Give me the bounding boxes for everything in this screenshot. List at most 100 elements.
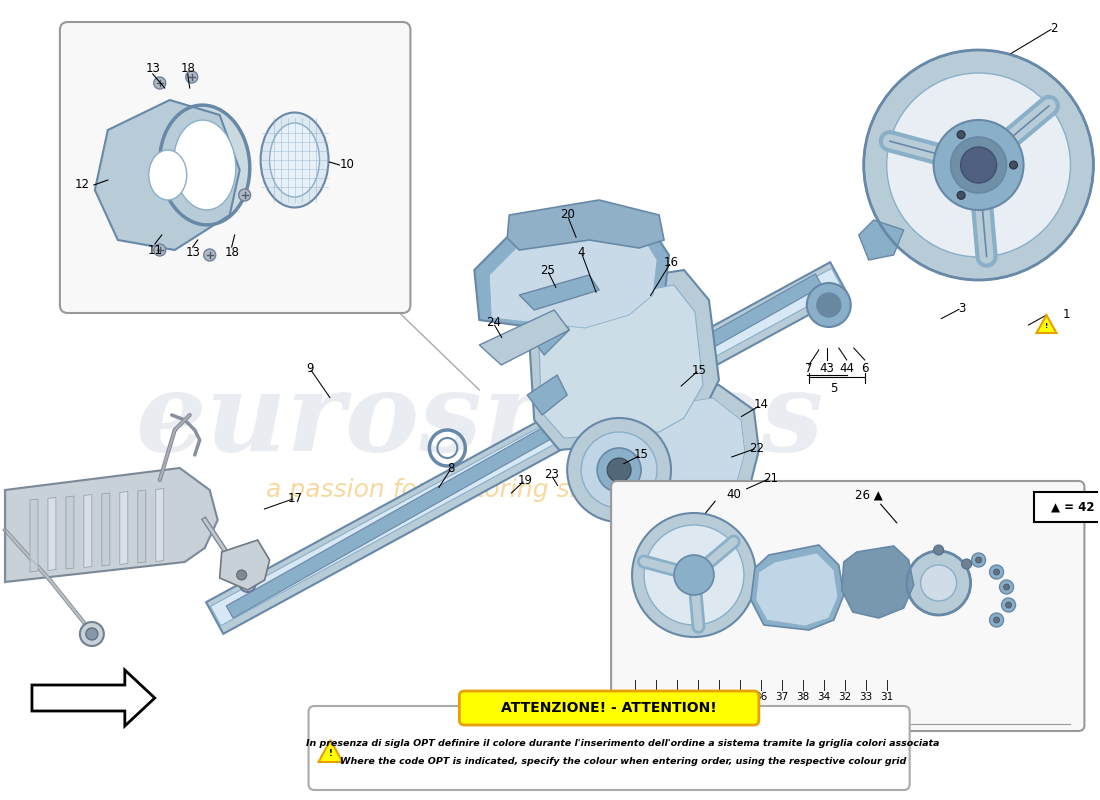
Text: 18: 18 xyxy=(180,62,195,74)
Circle shape xyxy=(154,244,166,256)
Polygon shape xyxy=(859,220,904,260)
Text: 35: 35 xyxy=(734,692,747,702)
Ellipse shape xyxy=(261,113,329,207)
Text: 29: 29 xyxy=(670,692,683,702)
Polygon shape xyxy=(474,215,669,335)
Polygon shape xyxy=(539,285,703,438)
Text: eurospares: eurospares xyxy=(135,366,824,474)
Polygon shape xyxy=(529,270,719,450)
Circle shape xyxy=(632,513,756,637)
Text: 16: 16 xyxy=(663,255,679,269)
Text: ATTENZIONE! - ATTENTION!: ATTENZIONE! - ATTENTION! xyxy=(502,701,717,715)
Polygon shape xyxy=(527,375,568,415)
Circle shape xyxy=(976,557,981,563)
Circle shape xyxy=(645,525,744,625)
Circle shape xyxy=(1003,584,1010,590)
Polygon shape xyxy=(48,498,56,570)
Text: 10: 10 xyxy=(340,158,355,171)
Polygon shape xyxy=(138,490,146,563)
Text: 43: 43 xyxy=(820,362,834,374)
Circle shape xyxy=(154,77,166,89)
Circle shape xyxy=(971,553,986,567)
Polygon shape xyxy=(6,468,218,582)
Polygon shape xyxy=(751,545,844,630)
Text: Where the code OPT is indicated, specify the colour when entering order, using t: Where the code OPT is indicated, specify… xyxy=(340,758,906,766)
Text: 44: 44 xyxy=(839,362,855,374)
Polygon shape xyxy=(319,740,342,762)
Ellipse shape xyxy=(148,150,187,200)
Text: 26 ▲: 26 ▲ xyxy=(855,489,882,502)
Polygon shape xyxy=(1036,315,1056,333)
Text: 41: 41 xyxy=(628,692,641,702)
Circle shape xyxy=(950,137,1006,193)
Circle shape xyxy=(204,249,216,261)
Text: 3: 3 xyxy=(958,302,966,314)
Text: 21: 21 xyxy=(763,471,779,485)
Circle shape xyxy=(80,622,103,646)
Text: 11: 11 xyxy=(147,243,163,257)
Polygon shape xyxy=(590,385,759,535)
Text: 24: 24 xyxy=(486,317,500,330)
Text: ▲ = 42: ▲ = 42 xyxy=(1050,501,1094,514)
FancyBboxPatch shape xyxy=(1034,492,1100,522)
Circle shape xyxy=(817,293,840,317)
Polygon shape xyxy=(756,553,838,626)
Text: a passion for motoring since 1985: a passion for motoring since 1985 xyxy=(266,478,693,502)
Text: 15: 15 xyxy=(634,449,649,462)
Circle shape xyxy=(887,73,1070,257)
FancyBboxPatch shape xyxy=(460,691,759,725)
Circle shape xyxy=(236,570,246,580)
Text: 34: 34 xyxy=(817,692,830,702)
Polygon shape xyxy=(84,494,92,567)
Text: 14: 14 xyxy=(754,398,769,411)
Text: 19: 19 xyxy=(518,474,532,486)
Text: 37: 37 xyxy=(776,692,789,702)
Text: 6: 6 xyxy=(861,362,869,374)
Circle shape xyxy=(990,565,1003,579)
Text: 7: 7 xyxy=(805,362,813,374)
Circle shape xyxy=(990,613,1003,627)
Polygon shape xyxy=(206,262,847,634)
Ellipse shape xyxy=(174,120,235,210)
Ellipse shape xyxy=(270,123,319,197)
Text: 18: 18 xyxy=(224,246,239,259)
Polygon shape xyxy=(120,491,128,565)
Circle shape xyxy=(1010,161,1018,169)
Circle shape xyxy=(568,418,671,522)
Text: 23: 23 xyxy=(543,469,559,482)
Text: 15: 15 xyxy=(692,363,706,377)
Text: 40: 40 xyxy=(726,489,741,502)
Polygon shape xyxy=(490,228,657,328)
Text: 25: 25 xyxy=(540,263,554,277)
Circle shape xyxy=(993,569,1000,575)
Text: In presenza di sigla OPT definire il colore durante l'inserimento dell'ordine a : In presenza di sigla OPT definire il col… xyxy=(307,738,939,747)
Polygon shape xyxy=(519,275,600,310)
Polygon shape xyxy=(102,493,110,566)
Ellipse shape xyxy=(160,105,250,225)
Circle shape xyxy=(581,432,657,508)
Text: !: ! xyxy=(745,732,748,738)
Text: 22: 22 xyxy=(749,442,764,454)
Circle shape xyxy=(906,551,970,615)
Circle shape xyxy=(961,559,971,569)
Circle shape xyxy=(934,120,1023,210)
Polygon shape xyxy=(210,268,842,626)
Text: 39: 39 xyxy=(649,692,662,702)
Polygon shape xyxy=(507,200,664,250)
Circle shape xyxy=(957,191,965,199)
Text: 33: 33 xyxy=(859,692,872,702)
Circle shape xyxy=(597,448,641,492)
Text: !: ! xyxy=(329,750,332,758)
Circle shape xyxy=(864,50,1093,280)
Text: 13: 13 xyxy=(185,246,200,259)
Text: 31: 31 xyxy=(880,692,893,702)
Polygon shape xyxy=(623,695,642,714)
Text: 1: 1 xyxy=(1063,309,1070,322)
Polygon shape xyxy=(602,398,745,522)
Text: 20: 20 xyxy=(560,209,574,222)
Circle shape xyxy=(1001,598,1015,612)
Text: 2: 2 xyxy=(1049,22,1057,34)
Polygon shape xyxy=(30,499,37,572)
Text: 32: 32 xyxy=(838,692,851,702)
Circle shape xyxy=(239,189,251,201)
